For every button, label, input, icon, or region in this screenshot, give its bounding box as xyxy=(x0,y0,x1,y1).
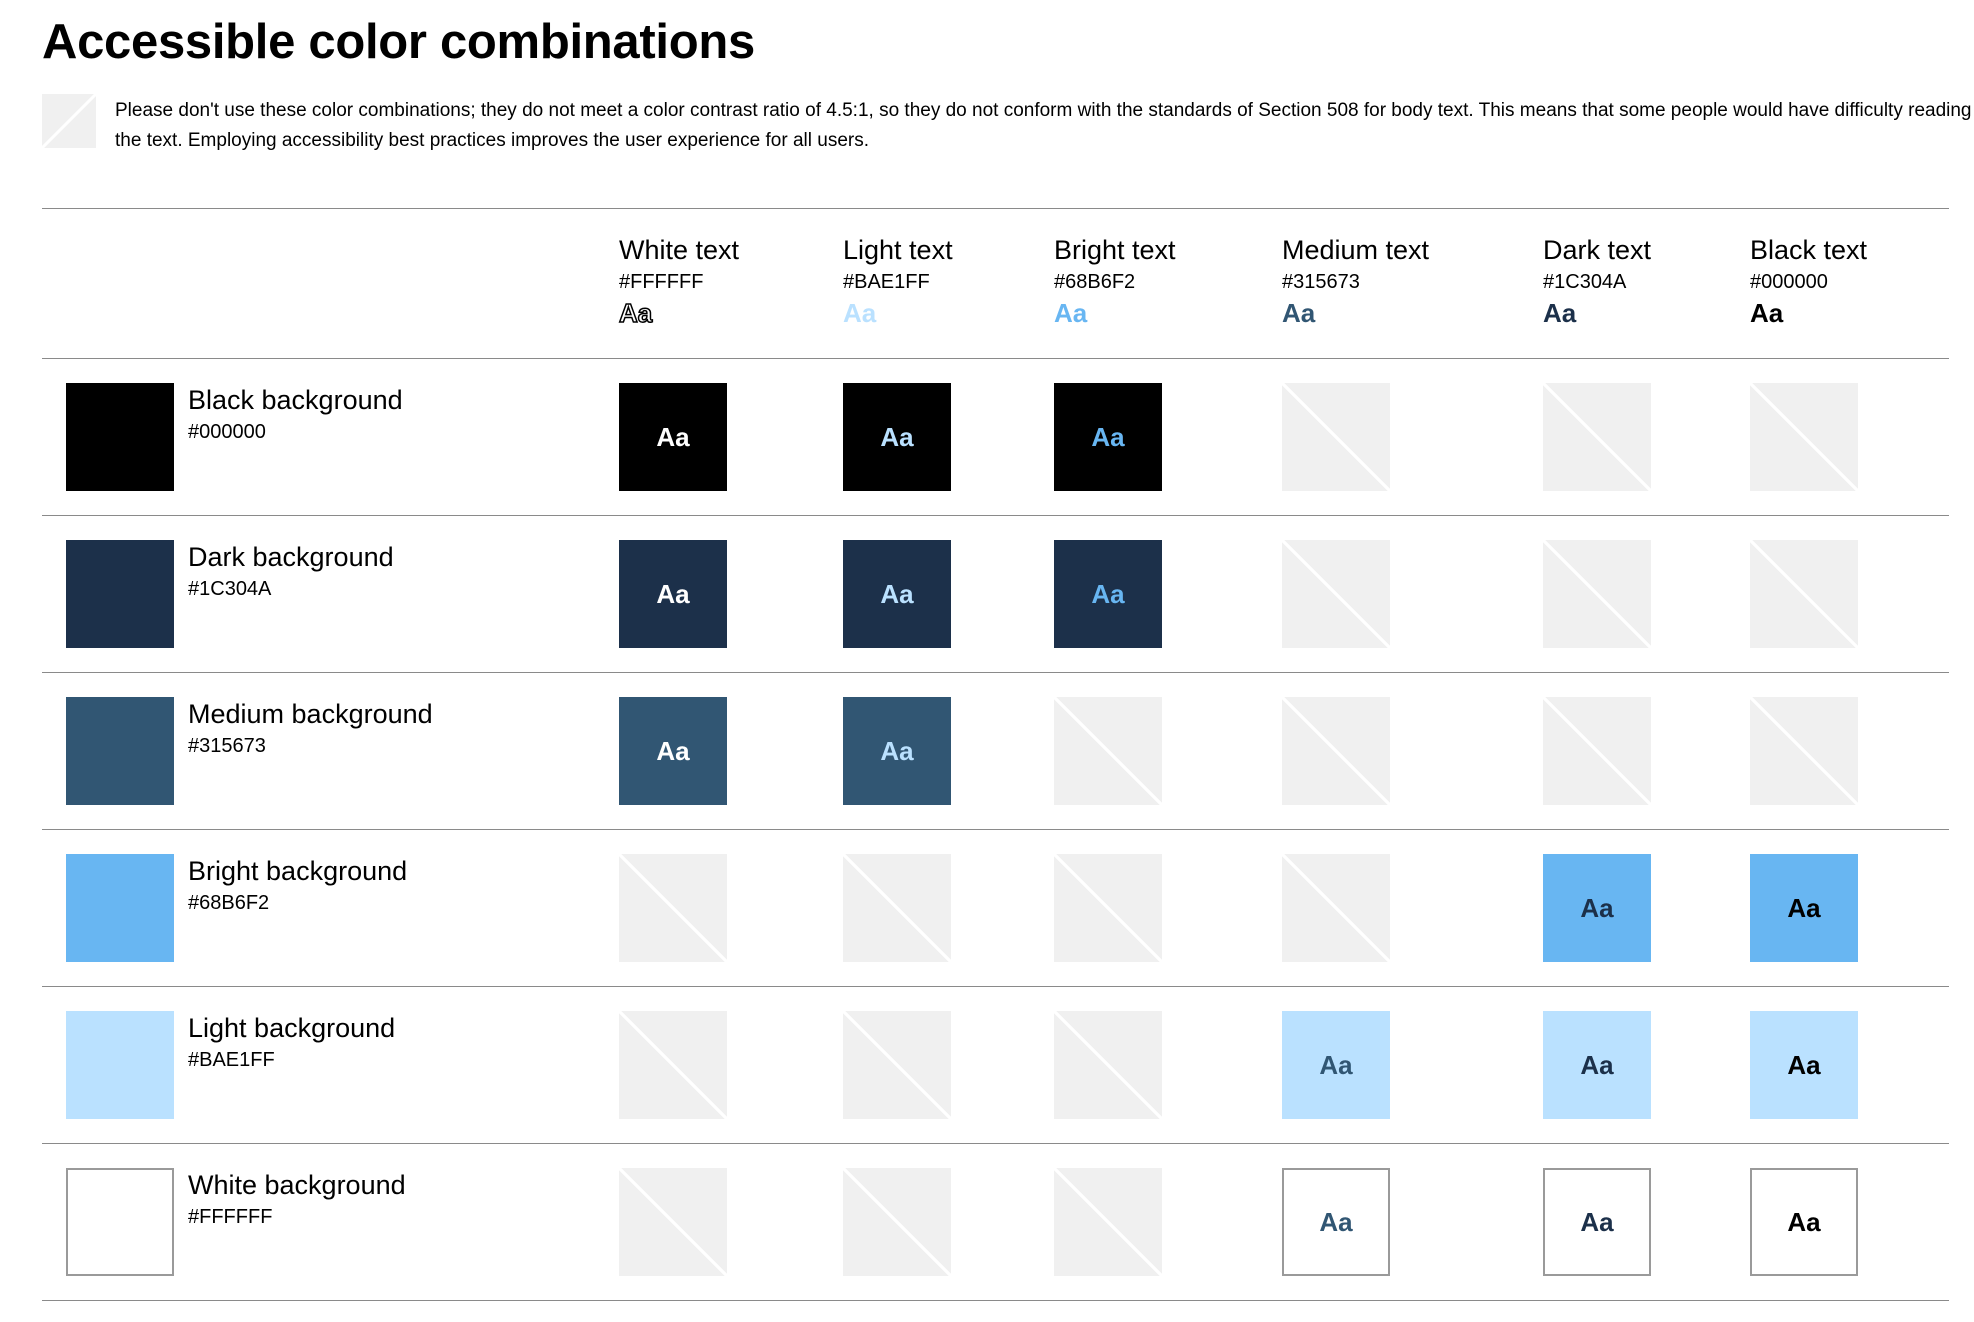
sample-cell: Aa xyxy=(1282,1011,1390,1119)
sample-cell: Aa xyxy=(1750,1011,1858,1119)
crossed-out-cell-icon xyxy=(1282,540,1390,648)
row-name: Light background xyxy=(188,1013,396,1043)
notice: Please don't use these color combination… xyxy=(42,94,1972,164)
background-swatch xyxy=(66,540,174,648)
background-swatch xyxy=(66,383,174,491)
sample-cell: Aa xyxy=(1282,1168,1390,1276)
table-row-white-background: White background #FFFFFF Aa Aa Aa xyxy=(42,1143,1949,1301)
crossed-out-cell-icon xyxy=(843,854,951,962)
column-name: Light text xyxy=(843,235,953,265)
sample-cell: Aa xyxy=(619,697,727,805)
column-hex: #FFFFFF xyxy=(619,271,704,293)
table-row-black-background: Black background #000000 Aa Aa Aa xyxy=(42,358,1949,515)
column-header-white-text: White text #FFFFFF Aa xyxy=(618,233,740,329)
row-name: White background xyxy=(188,1170,406,1200)
crossed-out-cell-icon xyxy=(619,1168,727,1276)
column-name: Bright text xyxy=(1054,235,1176,265)
column-name: Black text xyxy=(1750,235,1868,265)
row-name: Medium background xyxy=(188,699,433,729)
table-row-dark-background: Dark background #1C304A Aa Aa Aa xyxy=(42,515,1949,672)
notice-text: Please don't use these color combination… xyxy=(115,100,1972,151)
row-name: Black background xyxy=(188,385,403,415)
column-hex: #BAE1FF xyxy=(843,271,930,293)
column-sample: Aa xyxy=(618,297,653,329)
crossed-out-cell-icon xyxy=(843,1011,951,1119)
table-header-row: White text #FFFFFF Aa Light text #BAE1FF Aa Br… xyxy=(42,208,1949,358)
row-hex: #68B6F2 xyxy=(188,892,270,914)
column-hex: #68B6F2 xyxy=(1054,271,1136,293)
sample-cell: Aa xyxy=(1543,1011,1651,1119)
column-hex: #315673 xyxy=(1282,271,1360,293)
row-name: Bright background xyxy=(188,856,408,886)
column-sample: Aa xyxy=(843,298,877,328)
column-hex: #000000 xyxy=(1750,271,1828,293)
sample-cell: Aa xyxy=(1054,540,1162,648)
table-row-light-background: Light background #BAE1FF Aa Aa Aa xyxy=(42,986,1949,1143)
row-hex: #315673 xyxy=(188,735,266,757)
background-swatch xyxy=(66,854,174,962)
crossed-out-cell-icon xyxy=(1543,383,1651,491)
background-swatch xyxy=(66,697,174,805)
crossed-out-cell-icon xyxy=(619,1011,727,1119)
sample-cell: Aa xyxy=(619,540,727,648)
background-swatch xyxy=(66,1168,174,1276)
row-hex: #BAE1FF xyxy=(188,1049,275,1071)
crossed-out-cell-icon xyxy=(1750,697,1858,805)
crossed-out-cell-icon xyxy=(1054,697,1162,805)
column-name: Dark text xyxy=(1543,235,1652,265)
table-body: Black background #000000 Aa Aa Aa Dark backgr… xyxy=(42,358,1949,1301)
sample-cell: Aa xyxy=(1543,854,1651,962)
row-label: Bright background #68B6F2 xyxy=(188,854,407,918)
column-header-light-text: Light text #BAE1FF Aa xyxy=(843,233,953,329)
crossed-out-cell-icon xyxy=(1282,383,1390,491)
crossed-out-cell-icon xyxy=(1750,383,1858,491)
row-name: Dark background xyxy=(188,542,394,572)
column-sample: Aa xyxy=(1750,298,1784,328)
crossed-out-cell-icon xyxy=(619,854,727,962)
page-title: Accessible color combinations xyxy=(42,15,755,69)
sample-cell: Aa xyxy=(1750,1168,1858,1276)
row-hex: #000000 xyxy=(188,421,266,443)
row-hex: #1C304A xyxy=(188,578,272,600)
row-label: Black background #000000 xyxy=(188,383,403,447)
crossed-out-cell-icon xyxy=(1750,540,1858,648)
column-header-medium-text: Medium text #315673 Aa xyxy=(1282,233,1429,329)
crossed-out-cell-icon xyxy=(1543,540,1651,648)
column-sample: Aa xyxy=(1282,298,1316,328)
crossed-out-swatch-icon xyxy=(42,94,96,148)
crossed-out-cell-icon xyxy=(843,1168,951,1276)
sample-cell: Aa xyxy=(843,697,951,805)
combinations-table: White text #FFFFFF Aa Light text #BAE1FF Aa Br… xyxy=(42,208,1949,1301)
crossed-out-cell-icon xyxy=(1543,697,1651,805)
sample-cell: Aa xyxy=(619,383,727,491)
row-label: Light background #BAE1FF xyxy=(188,1011,395,1075)
sample-cell: Aa xyxy=(1750,854,1858,962)
column-hex: #1C304A xyxy=(1543,271,1627,293)
background-swatch xyxy=(66,1011,174,1119)
column-header-bright-text: Bright text #68B6F2 Aa xyxy=(1054,233,1176,329)
column-name: White text xyxy=(619,235,740,265)
row-label: Medium background #315673 xyxy=(188,697,433,761)
column-header-black-text: Black text #000000 Aa xyxy=(1750,233,1867,329)
row-label: White background #FFFFFF xyxy=(188,1168,406,1232)
row-hex: #FFFFFF xyxy=(188,1206,273,1228)
crossed-out-cell-icon xyxy=(1054,1011,1162,1119)
sample-cell: Aa xyxy=(843,540,951,648)
table-row-bright-background: Bright background #68B6F2 Aa Aa xyxy=(42,829,1949,986)
column-name: Medium text xyxy=(1282,235,1430,265)
column-sample: Aa xyxy=(1054,298,1088,328)
sample-cell: Aa xyxy=(843,383,951,491)
crossed-out-cell-icon xyxy=(1054,854,1162,962)
crossed-out-cell-icon xyxy=(1282,697,1390,805)
table-row-medium-background: Medium background #315673 Aa Aa xyxy=(42,672,1949,829)
crossed-out-cell-icon xyxy=(1054,1168,1162,1276)
sample-cell: Aa xyxy=(1543,1168,1651,1276)
column-sample: Aa xyxy=(1543,298,1577,328)
column-header-dark-text: Dark text #1C304A Aa xyxy=(1543,233,1651,329)
sample-cell: Aa xyxy=(1054,383,1162,491)
crossed-out-cell-icon xyxy=(1282,854,1390,962)
row-label: Dark background #1C304A xyxy=(188,540,394,604)
